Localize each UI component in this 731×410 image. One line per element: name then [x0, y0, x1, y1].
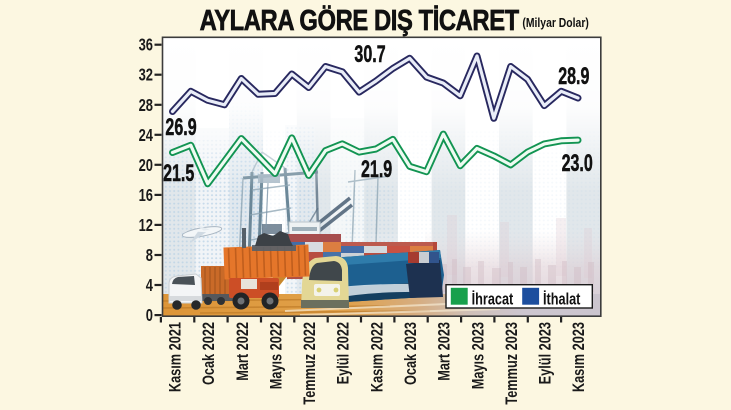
svg-text:Eylül 2023: Eylül 2023: [536, 322, 555, 384]
svg-text:Mart 2023: Mart 2023: [435, 322, 454, 381]
svg-text:Ocak 2022: Ocak 2022: [199, 322, 218, 385]
svg-text:Kasım 2021: Kasım 2021: [166, 322, 185, 392]
svg-text:28: 28: [139, 96, 154, 115]
svg-text:AYLARA GÖRE DIŞ TİCARET: AYLARA GÖRE DIŞ TİCARET: [200, 4, 520, 37]
svg-text:Mayıs 2022: Mayıs 2022: [267, 322, 286, 389]
svg-text:Eylül 2022: Eylül 2022: [334, 322, 353, 384]
svg-text:Mayıs 2023: Mayıs 2023: [469, 322, 488, 389]
svg-text:Ocak 2023: Ocak 2023: [401, 322, 420, 385]
svg-text:12: 12: [139, 216, 153, 235]
svg-text:Mart 2022: Mart 2022: [233, 322, 252, 381]
svg-text:24: 24: [139, 126, 154, 145]
svg-text:30.7: 30.7: [354, 41, 385, 68]
svg-text:16: 16: [139, 186, 153, 205]
svg-text:8: 8: [146, 246, 154, 265]
svg-text:Temmuz 2023: Temmuz 2023: [502, 322, 521, 405]
svg-text:23.0: 23.0: [562, 150, 593, 177]
svg-text:Kasım 2023: Kasım 2023: [569, 322, 588, 392]
svg-text:4: 4: [146, 276, 154, 295]
svg-text:21.5: 21.5: [163, 160, 194, 187]
svg-text:Temmuz 2022: Temmuz 2022: [300, 322, 319, 405]
svg-text:28.9: 28.9: [558, 63, 589, 90]
svg-text:(Milyar Dolar): (Milyar Dolar): [522, 16, 588, 30]
svg-text:26.9: 26.9: [165, 114, 196, 141]
svg-text:36: 36: [139, 36, 153, 55]
svg-text:32: 32: [139, 66, 153, 85]
svg-text:Kasım 2022: Kasım 2022: [368, 322, 387, 392]
svg-text:0: 0: [146, 306, 153, 325]
svg-text:İhracat: İhracat: [472, 290, 514, 309]
svg-text:İthalat: İthalat: [543, 290, 580, 309]
svg-text:20: 20: [139, 156, 153, 175]
svg-text:21.9: 21.9: [361, 156, 392, 183]
